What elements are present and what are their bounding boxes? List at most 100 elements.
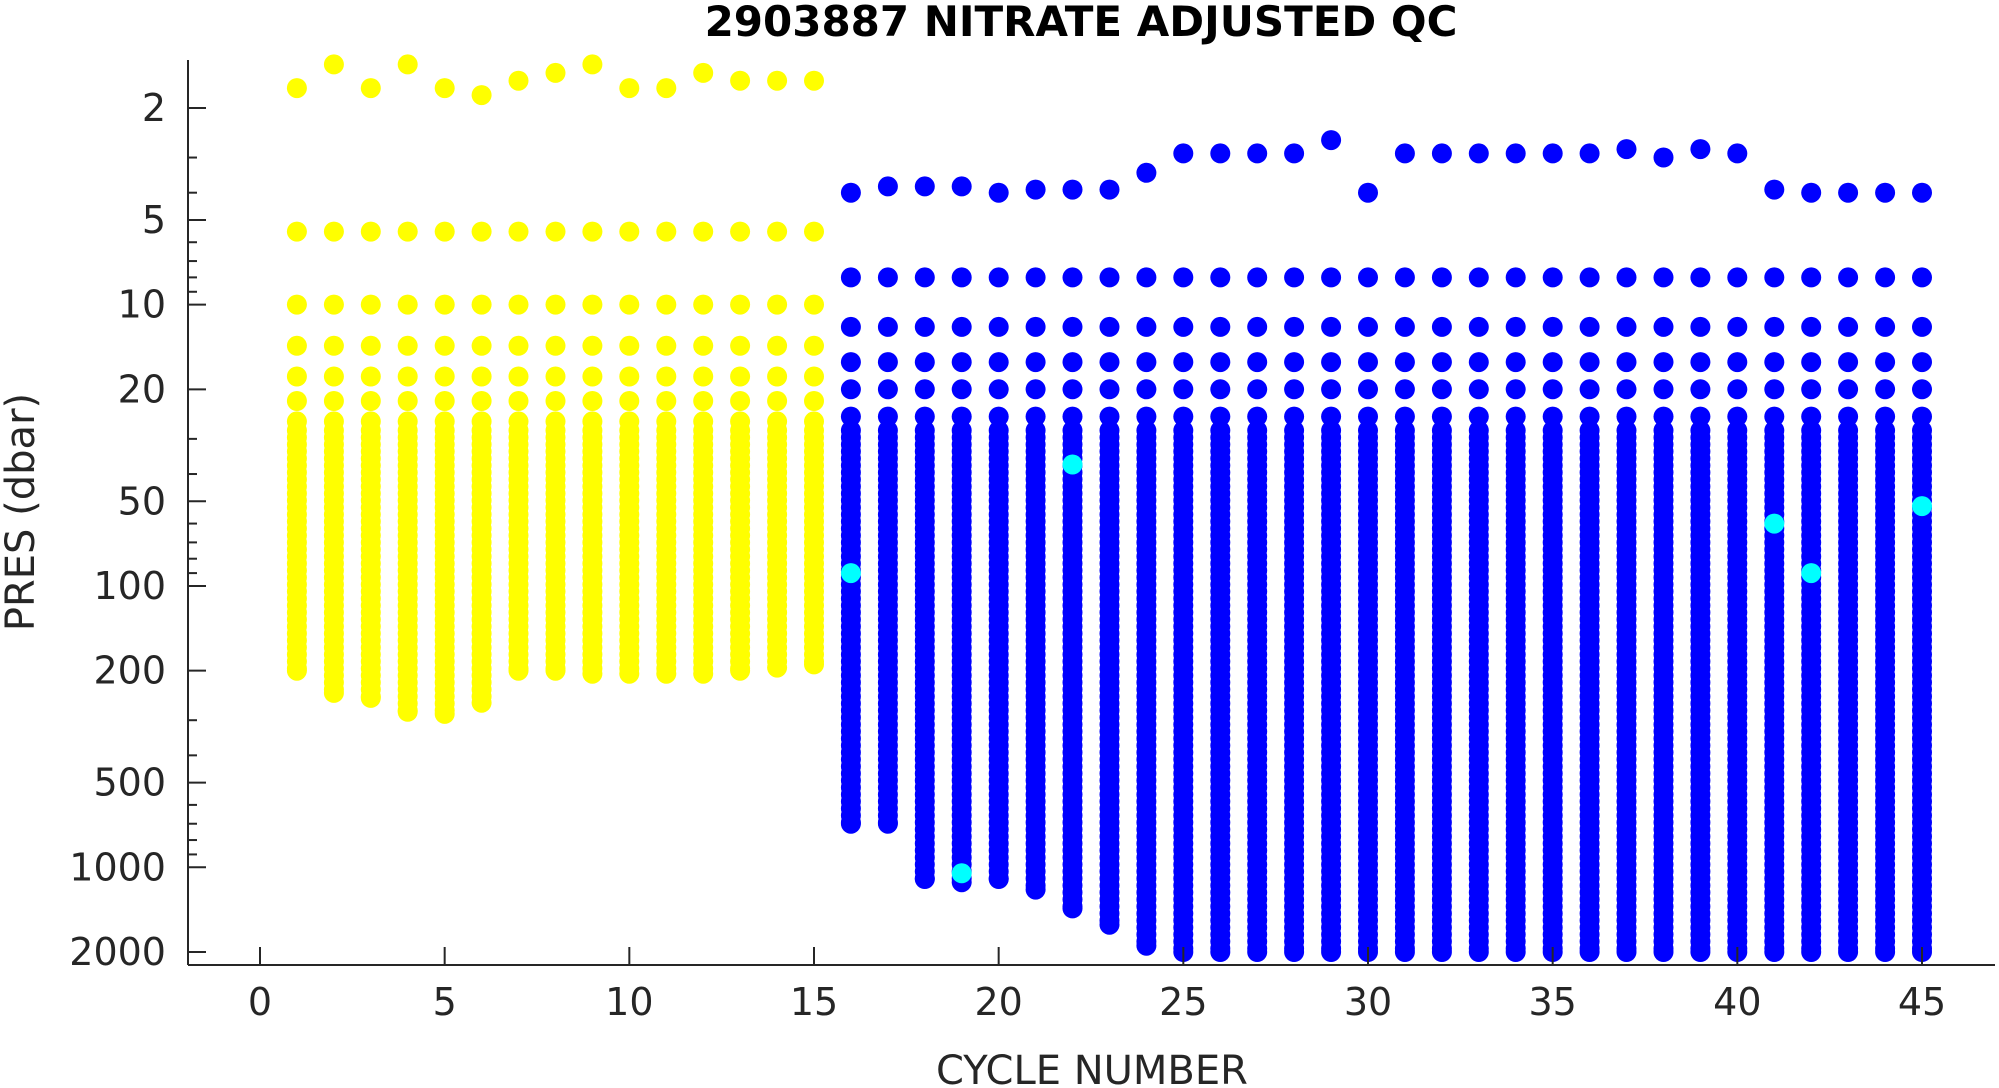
data-point <box>1875 267 1896 288</box>
profile-cycle-1 <box>286 78 307 681</box>
y-tick-label: 2 <box>142 86 166 130</box>
y-tick-label: 100 <box>93 564 166 608</box>
data-point <box>1136 406 1157 427</box>
data-point <box>1247 942 1268 962</box>
data-point <box>840 379 861 400</box>
data-point <box>693 62 714 83</box>
data-point <box>1321 406 1342 427</box>
data-point <box>397 391 418 411</box>
data-point <box>1579 942 1600 962</box>
data-point <box>360 366 381 387</box>
data-point <box>730 391 751 411</box>
x-tick-label: 15 <box>790 980 838 1024</box>
data-point <box>434 366 455 387</box>
data-point <box>286 366 307 387</box>
data-point <box>693 391 714 411</box>
data-point <box>508 335 529 356</box>
data-point <box>360 78 381 99</box>
data-point <box>1838 942 1859 962</box>
data-point <box>508 70 529 91</box>
data-point <box>434 391 455 411</box>
profile-cycle-37 <box>1616 139 1637 962</box>
data-point <box>1136 379 1157 400</box>
data-point <box>1542 379 1563 400</box>
data-point <box>1210 316 1231 337</box>
data-point <box>1616 379 1637 400</box>
qc3-point <box>1912 496 1932 517</box>
data-point <box>1247 316 1268 337</box>
profile-cycle-15 <box>804 70 824 675</box>
y-tick-label: 1000 <box>69 845 166 889</box>
profile-cycle-36 <box>1579 143 1600 962</box>
data-point <box>1690 139 1711 160</box>
data-point <box>434 335 455 356</box>
data-point <box>1912 316 1932 337</box>
profile-cycle-43 <box>1838 182 1859 962</box>
data-point <box>545 221 566 242</box>
data-point <box>1653 379 1674 400</box>
data-point <box>1025 379 1046 400</box>
data-point <box>804 221 824 242</box>
data-point <box>840 182 861 203</box>
data-point <box>471 391 492 411</box>
profile-cycle-39 <box>1690 139 1711 962</box>
profile-cycle-24 <box>1136 162 1157 956</box>
data-point <box>434 294 455 315</box>
data-point <box>1764 179 1785 200</box>
data-point <box>1321 316 1342 337</box>
data-point <box>1801 182 1822 203</box>
data-point <box>804 391 824 411</box>
data-point <box>360 335 381 356</box>
data-point <box>1358 406 1378 427</box>
data-point <box>619 663 640 684</box>
qc3-point <box>951 863 972 884</box>
data-point <box>1321 130 1342 151</box>
data-point <box>545 294 566 315</box>
profile-cycle-12 <box>693 62 714 684</box>
profile-cycle-25 <box>1173 143 1194 962</box>
data-point <box>1099 316 1120 337</box>
data-point <box>471 366 492 387</box>
data-point <box>545 660 566 681</box>
data-point <box>1875 379 1896 400</box>
data-point <box>1875 942 1896 962</box>
profile-cycle-44 <box>1875 182 1896 962</box>
data-point <box>1838 379 1859 400</box>
data-point <box>1099 179 1120 200</box>
data-point <box>397 221 418 242</box>
data-point <box>1690 267 1711 288</box>
data-point <box>1210 267 1231 288</box>
data-point <box>1542 267 1563 288</box>
data-point <box>619 391 640 411</box>
data-point <box>1838 267 1859 288</box>
data-point <box>1542 406 1563 427</box>
data-point <box>1912 182 1932 203</box>
data-point <box>877 379 898 400</box>
data-point <box>877 406 898 427</box>
profile-cycle-11 <box>656 78 677 684</box>
data-point <box>693 663 714 684</box>
data-point <box>582 391 603 411</box>
data-point <box>1247 267 1268 288</box>
data-point <box>1431 352 1452 373</box>
data-point <box>767 221 788 242</box>
data-point <box>840 813 861 834</box>
data-point <box>914 267 935 288</box>
data-point <box>1616 316 1637 337</box>
data-point <box>1284 352 1305 373</box>
data-point <box>397 54 418 75</box>
y-tick-label: 2000 <box>69 930 166 974</box>
data-point <box>840 267 861 288</box>
x-tick-label: 45 <box>1898 980 1946 1024</box>
data-point <box>804 335 824 356</box>
data-point <box>1062 316 1083 337</box>
data-point <box>1727 143 1748 164</box>
profile-cycle-6 <box>471 85 492 713</box>
data-point <box>1173 316 1194 337</box>
data-point <box>1210 379 1231 400</box>
data-point <box>767 391 788 411</box>
data-point <box>1727 316 1748 337</box>
data-point <box>1579 352 1600 373</box>
data-point <box>1136 352 1157 373</box>
x-tick-label: 35 <box>1528 980 1576 1024</box>
